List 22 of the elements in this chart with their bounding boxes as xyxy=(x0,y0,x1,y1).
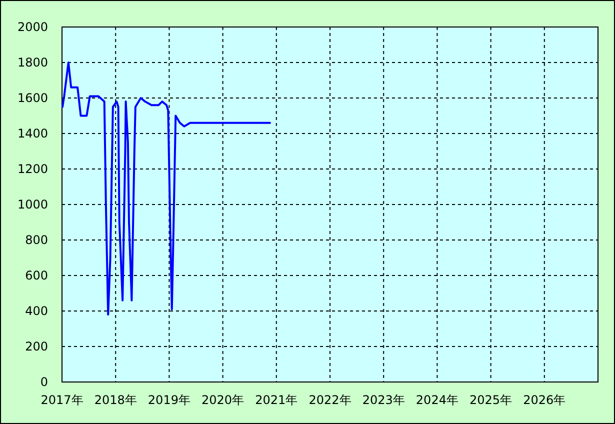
y-tick-label: 200 xyxy=(25,340,48,354)
x-tick-label: 2021年 xyxy=(255,393,298,407)
y-tick-label: 1800 xyxy=(17,56,48,70)
x-tick-label: 2024年 xyxy=(416,393,458,407)
y-tick-label: 400 xyxy=(25,304,48,318)
x-tick-label: 2018年 xyxy=(94,393,137,407)
x-tick-label: 2026年 xyxy=(523,393,566,407)
y-tick-label: 2000 xyxy=(17,20,48,34)
y-tick-label: 1000 xyxy=(17,198,48,212)
y-tick-label: 1400 xyxy=(17,126,48,140)
y-tick-label: 1600 xyxy=(17,91,48,105)
x-tick-label: 2022年 xyxy=(308,393,352,407)
x-tick-label: 2019年 xyxy=(148,393,190,407)
y-tick-label: 600 xyxy=(25,268,48,282)
x-tick-label: 2023年 xyxy=(362,393,405,407)
line-series xyxy=(62,62,271,316)
x-tick-label: 2020年 xyxy=(202,393,244,407)
y-tick-label: 1200 xyxy=(17,162,48,176)
x-tick-label: 2025年 xyxy=(470,393,512,407)
y-tick-label: 800 xyxy=(25,233,48,247)
y-tick-label: 0 xyxy=(40,375,48,389)
x-tick-label: 2017年 xyxy=(40,393,84,407)
